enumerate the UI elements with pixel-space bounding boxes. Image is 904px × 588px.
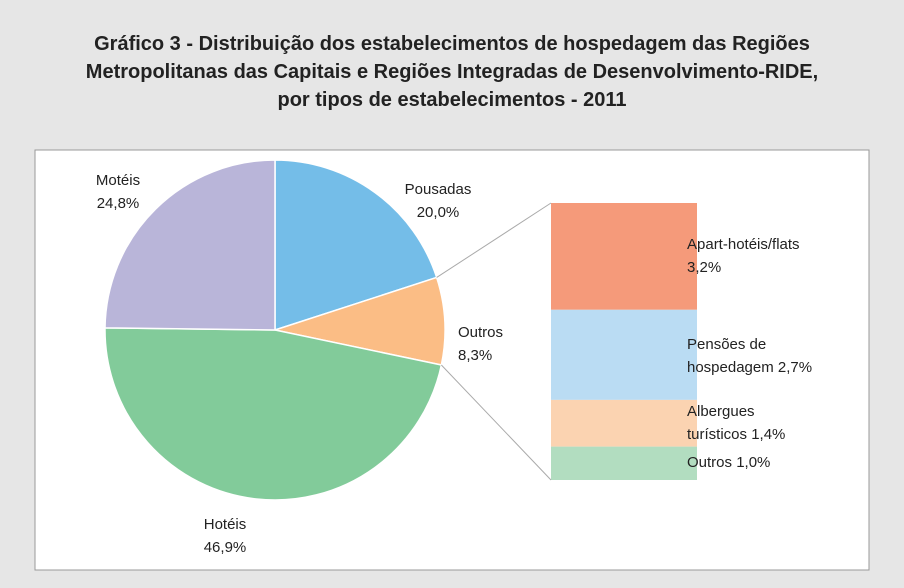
- data-label: Motéis 24,8%: [48, 169, 188, 215]
- data-label: Albergues turísticos 1,4%: [687, 400, 807, 446]
- pie-slice: [272, 276, 446, 366]
- connector: [440, 364, 552, 481]
- data-label: Outros 8,3%: [458, 321, 538, 367]
- data-label: Outros 1,0%: [687, 451, 887, 474]
- value-label: 1,0%: [736, 454, 771, 471]
- value-label: 1,4%: [751, 426, 786, 443]
- bar-segment: [551, 399, 697, 447]
- category-label: Pousadas: [404, 181, 472, 198]
- category-label: Apart-hotéis/flats: [687, 236, 800, 253]
- category-label: Pensões de hospedagem: [687, 336, 774, 376]
- category-label: Outros: [458, 324, 504, 341]
- category-label: Albergues turísticos: [687, 403, 755, 443]
- data-label: Apart-hotéis/flats 3,2%: [687, 233, 847, 279]
- pie-slice: [104, 327, 443, 501]
- category-label: Motéis: [95, 172, 141, 189]
- bar-segment: [551, 309, 697, 400]
- value-label: 20,0%: [416, 204, 460, 221]
- data-label: Hotéis 46,9%: [155, 513, 295, 559]
- data-label: Pensões de hospedagem 2,7%: [687, 333, 817, 379]
- chart-title: Gráfico 3 - Distribuição dos estabelecim…: [85, 33, 819, 111]
- pie-slice: [274, 159, 438, 332]
- connector: [436, 202, 552, 278]
- data-label: Pousadas 20,0%: [368, 178, 508, 224]
- pie-slice: [104, 159, 276, 331]
- value-label: 3,2%: [687, 259, 722, 276]
- value-label: 2,7%: [777, 359, 813, 376]
- bar-segment: [551, 203, 697, 310]
- value-label: 8,3%: [458, 347, 493, 364]
- category-label: Hotéis: [203, 516, 247, 533]
- value-label: 46,9%: [203, 539, 247, 556]
- category-label: Outros: [687, 454, 733, 471]
- value-label: 24,8%: [96, 195, 140, 212]
- bar-segment: [551, 446, 697, 480]
